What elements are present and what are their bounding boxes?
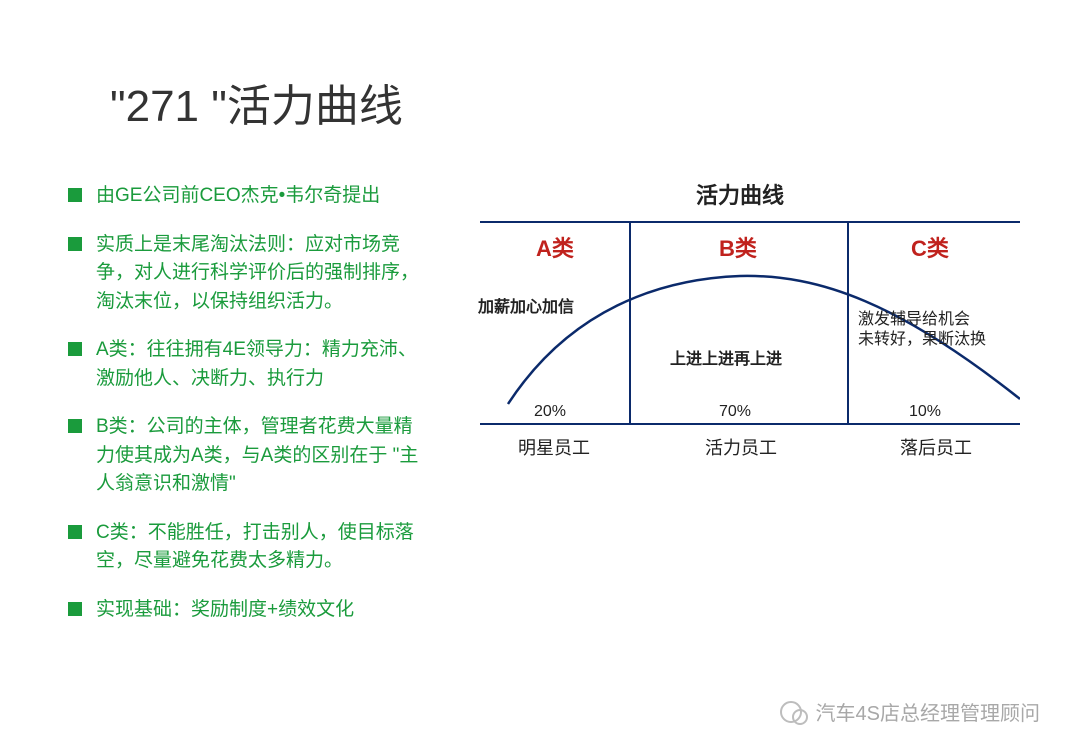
svg-text:B类: B类 xyxy=(719,236,758,261)
bullet-text: C类：不能胜任，打击别人，使目标落空，尽量避免花费太多精力。 xyxy=(96,519,430,576)
svg-text:落后员工: 落后员工 xyxy=(900,438,972,458)
watermark: 汽车4S店总经理管理顾问 xyxy=(780,697,1040,726)
list-item: 实质上是末尾淘汰法则：应对市场竞争，对人进行科学评价后的强制排序，淘汰末位，以保… xyxy=(68,231,430,317)
svg-text:活力员工: 活力员工 xyxy=(705,438,777,458)
svg-text:70%: 70% xyxy=(719,403,751,420)
svg-text:20%: 20% xyxy=(534,403,566,420)
svg-text:C类: C类 xyxy=(911,236,950,261)
svg-text:加薪加心加信: 加薪加心加信 xyxy=(477,297,574,316)
list-item: A类：往往拥有4E领导力：精力充沛、激励他人、决断力、执行力 xyxy=(68,336,430,393)
bullet-text: A类：往往拥有4E领导力：精力充沛、激励他人、决断力、执行力 xyxy=(96,336,430,393)
list-item: C类：不能胜任，打击别人，使目标落空，尽量避免花费太多精力。 xyxy=(68,519,430,576)
list-item: 实现基础：奖励制度+绩效文化 xyxy=(68,596,430,625)
square-bullet-icon xyxy=(68,188,82,202)
svg-text:上进上进再上进: 上进上进再上进 xyxy=(670,350,782,368)
square-bullet-icon xyxy=(68,525,82,539)
page-title: "271 "活力曲线 xyxy=(60,70,1020,134)
chart-svg: A类 B类 C类 20% 70% 10% 明星员工 活力员工 落后员工 加薪加心加信上进上进再上进… xyxy=(460,214,1020,494)
watermark-text: 汽车4S店总经理管理顾问 xyxy=(816,697,1040,726)
chart-title: 活力曲线 xyxy=(460,178,1020,210)
bullet-list: 由GE公司前CEO杰克•韦尔奇提出 实质上是末尾淘汰法则：应对市场竞争，对人进行… xyxy=(60,182,430,644)
svg-text:明星员工: 明星员工 xyxy=(518,438,590,458)
square-bullet-icon xyxy=(68,237,82,251)
wechat-icon xyxy=(780,701,806,723)
square-bullet-icon xyxy=(68,602,82,616)
bullet-text: 实质上是末尾淘汰法则：应对市场竞争，对人进行科学评价后的强制排序，淘汰末位，以保… xyxy=(96,231,430,317)
chart-box: A类 B类 C类 20% 70% 10% 明星员工 活力员工 落后员工 加薪加心加信上进上进再上进… xyxy=(460,214,1020,494)
bullet-text: B类：公司的主体，管理者花费大量精力使其成为A类，与A类的区别在于 "主人翁意识… xyxy=(96,413,430,499)
bullet-text: 实现基础：奖励制度+绩效文化 xyxy=(96,596,354,625)
svg-text:10%: 10% xyxy=(909,403,941,420)
content-row: 由GE公司前CEO杰克•韦尔奇提出 实质上是末尾淘汰法则：应对市场竞争，对人进行… xyxy=(60,182,1020,644)
svg-text:A类: A类 xyxy=(536,236,575,261)
bullet-text: 由GE公司前CEO杰克•韦尔奇提出 xyxy=(96,182,380,211)
slide: "271 "活力曲线 由GE公司前CEO杰克•韦尔奇提出 实质上是末尾淘汰法则：… xyxy=(0,0,1080,748)
svg-text:未转好，果断汰换: 未转好，果断汰换 xyxy=(858,330,986,348)
list-item: B类：公司的主体，管理者花费大量精力使其成为A类，与A类的区别在于 "主人翁意识… xyxy=(68,413,430,499)
vitality-chart: 活力曲线 A类B类C类20%70%10%明星员工活力员工落后员工加薪加心加信上进… xyxy=(460,182,1020,502)
square-bullet-icon xyxy=(68,419,82,433)
svg-text:激发辅导给机会: 激发辅导给机会 xyxy=(858,310,970,328)
list-item: 由GE公司前CEO杰克•韦尔奇提出 xyxy=(68,182,430,211)
square-bullet-icon xyxy=(68,342,82,356)
